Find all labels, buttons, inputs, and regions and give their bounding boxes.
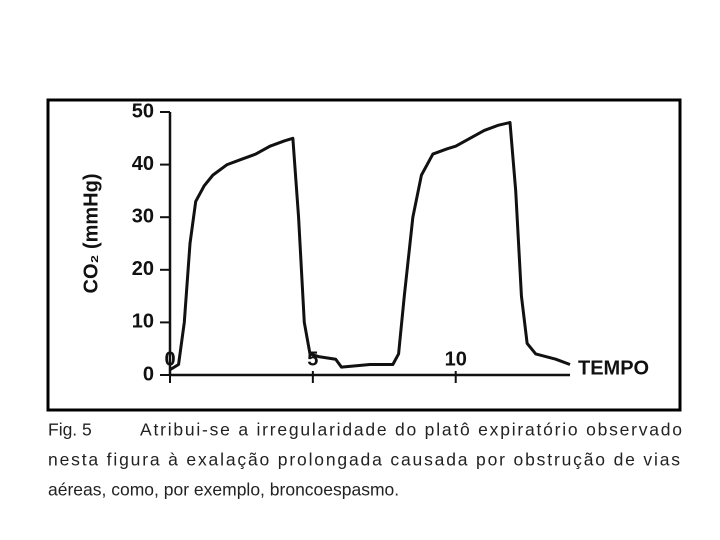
line-series — [169, 121, 571, 372]
y-tick-label: 10 — [132, 311, 154, 333]
y-tick-label: 0 — [143, 363, 154, 385]
x-axis-label: TEMPO — [578, 357, 649, 379]
caption-line: nesta figura à exalação prolongada causa… — [48, 450, 680, 470]
frame — [46, 98, 682, 412]
y-axis-label: CO₂ (mmHg) — [80, 174, 102, 294]
x-tick-label: 0 — [164, 348, 175, 370]
y-tick-label: 20 — [132, 258, 154, 280]
y-tick-label: 50 — [132, 100, 154, 122]
caption-label: Fig. 5 — [48, 420, 92, 440]
x-tick-label: 5 — [307, 348, 318, 370]
x-tick-label: 10 — [445, 348, 467, 370]
y-tick-label: 30 — [132, 205, 154, 227]
caption-line: Atribui-se a irregularidade do platô exp… — [140, 420, 682, 440]
caption-line: aéreas, como, por exemplo, broncoespasmo… — [48, 480, 399, 500]
y-tick-label: 40 — [132, 153, 154, 175]
